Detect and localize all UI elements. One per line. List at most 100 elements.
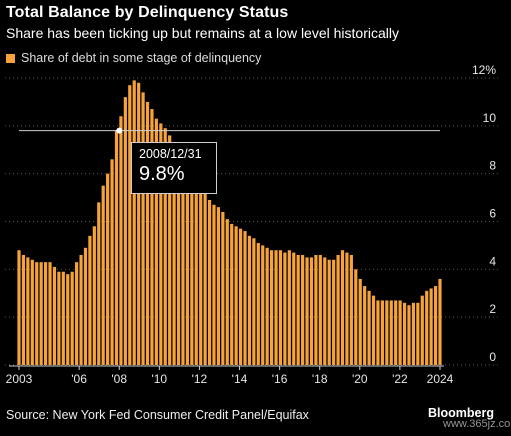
x-tick-label: '12 <box>192 372 208 386</box>
bar <box>221 211 225 365</box>
bar <box>301 254 305 365</box>
bar <box>367 290 371 365</box>
bar <box>83 247 88 365</box>
bar <box>433 286 438 365</box>
bar <box>420 295 424 365</box>
chart-title: Total Balance by Delinquency Status <box>6 4 289 21</box>
bar <box>145 101 150 366</box>
bar <box>97 202 101 365</box>
bar <box>48 262 52 365</box>
bar <box>163 128 167 365</box>
y-tick-label: 10 <box>483 111 497 125</box>
bar <box>141 92 145 365</box>
x-tick-label: '08 <box>111 372 127 386</box>
bar <box>70 271 74 365</box>
bar <box>150 109 154 365</box>
y-tick-label: 2 <box>489 302 496 316</box>
bar <box>128 85 132 366</box>
x-tick-label: '06 <box>71 372 87 386</box>
y-tick-label: 12% <box>472 63 496 77</box>
bar <box>203 192 207 365</box>
bar <box>88 235 92 365</box>
bar <box>296 254 300 365</box>
source-note: Source: New York Fed Consumer Credit Pan… <box>6 408 309 422</box>
tooltip-date: 2008/12/31 <box>139 147 202 161</box>
x-axis-ticks: 2003 '06 '08 '10 '12 '14 '16 '18 '20 '22 2024 <box>6 365 454 386</box>
bar <box>212 204 216 365</box>
bar <box>154 118 158 365</box>
bar <box>79 254 83 365</box>
bar <box>43 262 48 365</box>
bar <box>323 257 327 366</box>
bar <box>234 226 238 365</box>
bar <box>389 300 393 365</box>
x-tick-label: '20 <box>352 372 368 386</box>
bar <box>21 254 26 365</box>
bar <box>243 231 247 365</box>
bar <box>176 154 181 365</box>
bar <box>39 262 43 365</box>
bar <box>270 250 274 365</box>
bar <box>252 238 256 365</box>
chart-legend: Share of debt in some stage of delinquen… <box>6 51 261 65</box>
crosshair-marker <box>116 127 123 134</box>
bar <box>349 254 353 365</box>
bar <box>416 302 420 365</box>
x-tick-label: '14 <box>232 372 248 386</box>
bar <box>407 305 411 365</box>
bar <box>190 171 194 365</box>
bar <box>106 173 110 365</box>
x-tick-label: 2003 <box>6 372 33 386</box>
bar <box>438 278 442 365</box>
bar <box>185 164 189 365</box>
bar <box>283 252 287 365</box>
bar <box>363 286 367 365</box>
bar <box>75 262 79 365</box>
bar <box>394 300 398 365</box>
y-tick-label: 6 <box>489 207 496 221</box>
bar <box>256 243 260 365</box>
bar <box>92 226 96 365</box>
bar <box>114 130 119 365</box>
bar <box>17 250 21 365</box>
bar <box>30 259 34 365</box>
tooltip-value: 9.8% <box>139 163 185 185</box>
bar <box>159 123 163 365</box>
legend-label: Share of debt in some stage of delinquen… <box>21 51 262 65</box>
bar <box>274 250 278 365</box>
watermark: www.365jz.com <box>443 418 511 430</box>
bar <box>287 250 291 365</box>
bar <box>168 135 172 365</box>
x-tick-label: 2024 <box>427 372 454 386</box>
bar <box>230 223 234 365</box>
bar <box>123 97 127 365</box>
bloomberg-logo: Bloomberg <box>428 406 494 420</box>
bar <box>238 228 243 365</box>
bar <box>225 219 229 365</box>
bar <box>278 250 283 365</box>
bar-series <box>17 80 442 366</box>
bar <box>247 235 252 365</box>
x-tick-label: '10 <box>151 372 167 386</box>
legend-swatch <box>6 53 15 63</box>
bar <box>318 254 322 365</box>
bar <box>345 252 349 365</box>
chart-subtitle: Share has been ticking up but remains at… <box>6 25 399 41</box>
bar <box>371 295 376 365</box>
bar <box>340 250 345 365</box>
bar <box>376 300 380 365</box>
bar <box>354 269 358 365</box>
y-axis-ticks: 12% 10 8 6 4 2 0 <box>472 63 496 364</box>
bar <box>181 159 185 365</box>
bar <box>101 185 105 366</box>
bar <box>327 259 331 365</box>
bar <box>194 178 198 365</box>
bar <box>207 199 212 365</box>
y-tick-label: 0 <box>489 350 496 364</box>
bar <box>172 147 176 365</box>
bar <box>52 266 57 365</box>
bar <box>402 302 407 365</box>
bar <box>261 245 265 365</box>
x-tick-label: '18 <box>312 372 328 386</box>
